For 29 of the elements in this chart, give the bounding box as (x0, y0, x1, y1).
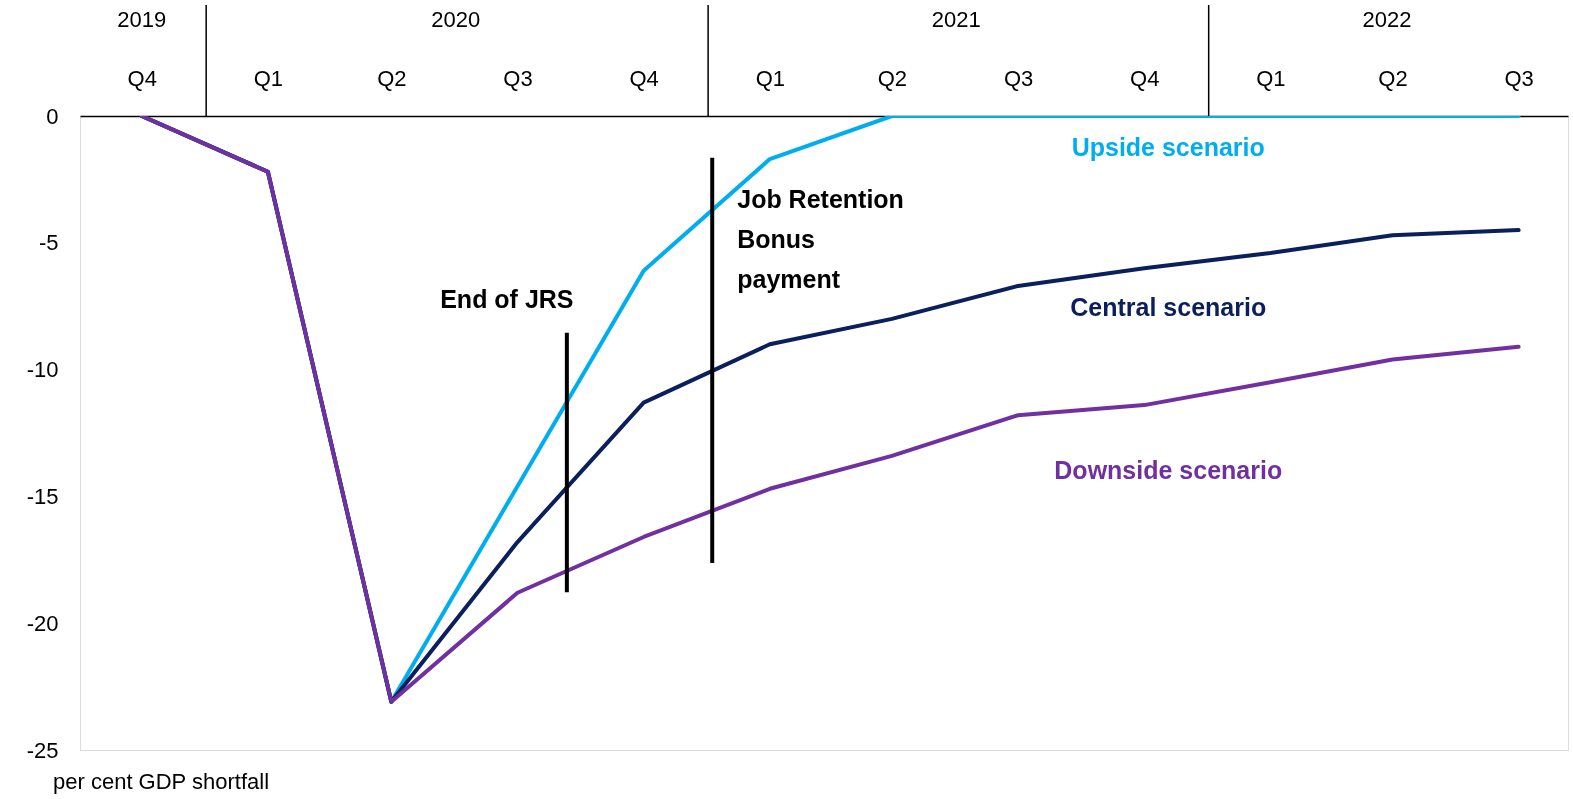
y-tick-label: 0 (46, 103, 59, 129)
x-tick-label: Q2 (1378, 65, 1408, 91)
y-axis-title: per cent GDP shortfall (53, 769, 270, 794)
series-label: Downside scenario (1054, 456, 1283, 485)
y-tick-label: -15 (26, 483, 59, 509)
x2-tick-label: 2022 (1362, 7, 1412, 32)
x-tick-label: Q1 (1256, 65, 1286, 91)
x-tick-label: Q3 (1504, 65, 1534, 91)
series-label: Central scenario (1070, 293, 1267, 322)
x2-tick-label: 2019 (117, 7, 167, 32)
x2-tick-label: 2020 (431, 7, 481, 32)
x-tick-label: Q4 (127, 65, 157, 91)
x-tick-label: Q3 (503, 65, 533, 91)
series-label: Upside scenario (1071, 133, 1265, 161)
x-tick-label: Q3 (1003, 65, 1034, 91)
ref-line-label: Job Retention Bonus payment (737, 184, 904, 293)
y-tick-label: -5 (38, 230, 59, 256)
x-tick-label: Q4 (1130, 65, 1160, 91)
ref-line-label: End of JRS (440, 284, 574, 313)
line-series (139, 116, 1521, 704)
y-tick-label: -20 (26, 610, 59, 636)
x-tick-label: Q2 (377, 65, 407, 91)
y-tick-label: -25 (26, 737, 59, 763)
x-tick-label: Q2 (877, 65, 908, 91)
y-tick-label: -10 (26, 357, 59, 383)
x-tick-label: Q1 (253, 65, 284, 91)
x-tick-label: Q4 (629, 65, 659, 91)
x-tick-label: Q1 (755, 65, 786, 91)
x2-tick-label: 2021 (931, 7, 981, 32)
